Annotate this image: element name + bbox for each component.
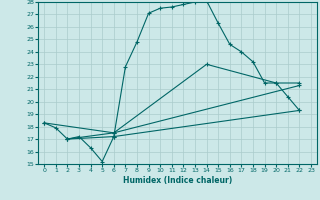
X-axis label: Humidex (Indice chaleur): Humidex (Indice chaleur) <box>123 176 232 185</box>
